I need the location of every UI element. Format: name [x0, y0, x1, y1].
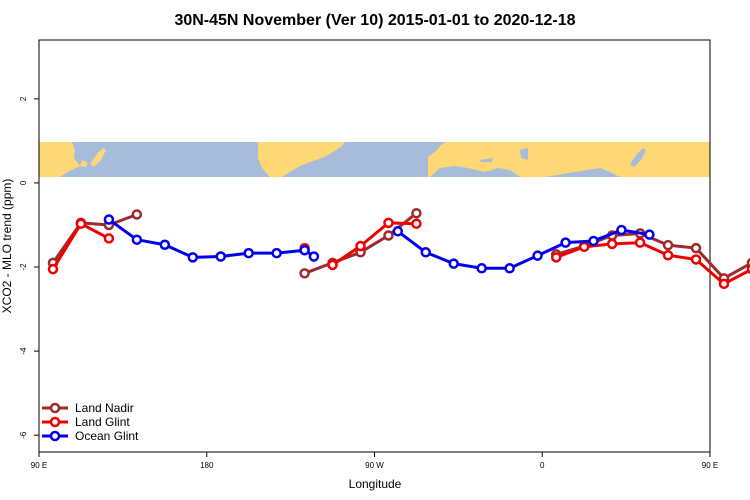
- land-asia-west: [39, 142, 80, 177]
- data-point-ocean-glint: [187, 252, 199, 263]
- series-ocean-glint: [103, 214, 655, 274]
- data-point-land-glint: [746, 264, 750, 275]
- land-korea: [80, 160, 88, 167]
- x-tick-label: 90 E: [702, 461, 718, 470]
- data-point-ocean-glint: [560, 237, 571, 248]
- chart-title: 30N-45N November (Ver 10) 2015-01-01 to …: [174, 12, 575, 29]
- y-tick-label: -6: [19, 431, 28, 439]
- y-tick-label: -4: [19, 347, 28, 355]
- y-tick-label: 0: [19, 180, 28, 185]
- data-point-land-glint: [355, 240, 366, 252]
- data-point-ocean-glint: [103, 214, 115, 225]
- data-point-ocean-glint: [588, 235, 599, 247]
- data-point-ocean-glint: [504, 263, 515, 274]
- x-tick-label: 180: [200, 461, 214, 470]
- data-point-ocean-glint: [644, 229, 655, 240]
- y-tick-label: 2: [19, 96, 28, 101]
- y-tick-label: -2: [19, 263, 28, 271]
- data-point-land-glint: [662, 249, 674, 261]
- data-point-ocean-glint: [131, 234, 143, 245]
- data-point-ocean-glint: [392, 226, 404, 237]
- data-point-land-glint: [578, 241, 590, 253]
- land-north-america: [258, 142, 345, 177]
- series-line-land-glint: [331, 221, 417, 267]
- data-point-ocean-glint: [271, 247, 282, 259]
- data-point-land-glint: [634, 237, 646, 248]
- x-tick-label: 90 E: [31, 461, 47, 470]
- data-point-land-nadir: [131, 209, 143, 220]
- data-point-land-glint: [550, 252, 562, 263]
- data-point-ocean-glint: [476, 263, 487, 274]
- legend-marker-land-nadir: [49, 402, 61, 414]
- legend-label-land-nadir: Land Nadir: [75, 401, 134, 415]
- data-point-ocean-glint: [308, 251, 320, 262]
- mediterranean-sea: [480, 158, 493, 162]
- legend-label-ocean-glint: Ocean Glint: [75, 429, 139, 443]
- data-point-ocean-glint: [243, 247, 254, 259]
- data-point-ocean-glint: [299, 244, 310, 256]
- data-point-land-nadir: [690, 242, 702, 254]
- land-japan: [90, 148, 106, 167]
- sea-of-japan-right: [630, 148, 646, 167]
- series-line-land-glint: [51, 222, 110, 270]
- data-point-ocean-glint: [420, 247, 432, 258]
- legend-marker-ocean-glint: [49, 430, 61, 442]
- y-axis: 2 0 -2 -4 -6: [19, 96, 39, 439]
- data-point-land-glint: [47, 263, 59, 275]
- data-point-land-glint: [690, 254, 702, 265]
- caspian-sea: [520, 148, 528, 160]
- x-axis: 90 E 180 90 W 0 90 E: [31, 452, 718, 470]
- data-point-land-glint: [103, 233, 115, 244]
- series-line-ocean-glint: [396, 228, 650, 270]
- series-line-land-glint: [555, 241, 750, 286]
- data-point-land-nadir: [411, 207, 422, 219]
- data-point-ocean-glint: [215, 251, 226, 262]
- data-point-land-glint: [411, 218, 422, 229]
- x-tick-label: 0: [540, 461, 545, 470]
- series-layer: [47, 207, 750, 290]
- series-line-land-nadir: [51, 213, 138, 264]
- x-axis-label: Longitude: [349, 477, 402, 491]
- land-eurasia-africa: [428, 142, 710, 177]
- data-point-land-glint: [75, 218, 87, 229]
- data-point-ocean-glint: [532, 250, 543, 261]
- land-korea-right: [620, 160, 630, 167]
- land-asia-east-right: [612, 142, 640, 158]
- world-map-band: [39, 142, 710, 177]
- data-point-land-glint: [606, 238, 618, 250]
- data-point-ocean-glint: [616, 224, 627, 236]
- data-point-ocean-glint: [159, 239, 171, 250]
- legend: Land Nadir Land Glint Ocean Glint: [42, 401, 139, 443]
- y-axis-label: XCO2 - MLO trend (ppm): [0, 179, 14, 314]
- x-tick-label: 90 W: [365, 461, 384, 470]
- legend-label-land-glint: Land Glint: [75, 415, 130, 429]
- data-point-land-glint: [718, 278, 730, 290]
- legend-marker-land-glint: [49, 416, 61, 428]
- data-point-land-glint: [327, 259, 338, 271]
- data-point-land-nadir: [383, 230, 394, 241]
- data-point-land-nadir: [299, 268, 310, 279]
- data-point-land-glint: [383, 217, 394, 229]
- data-point-land-nadir: [662, 239, 674, 251]
- data-point-ocean-glint: [448, 258, 459, 269]
